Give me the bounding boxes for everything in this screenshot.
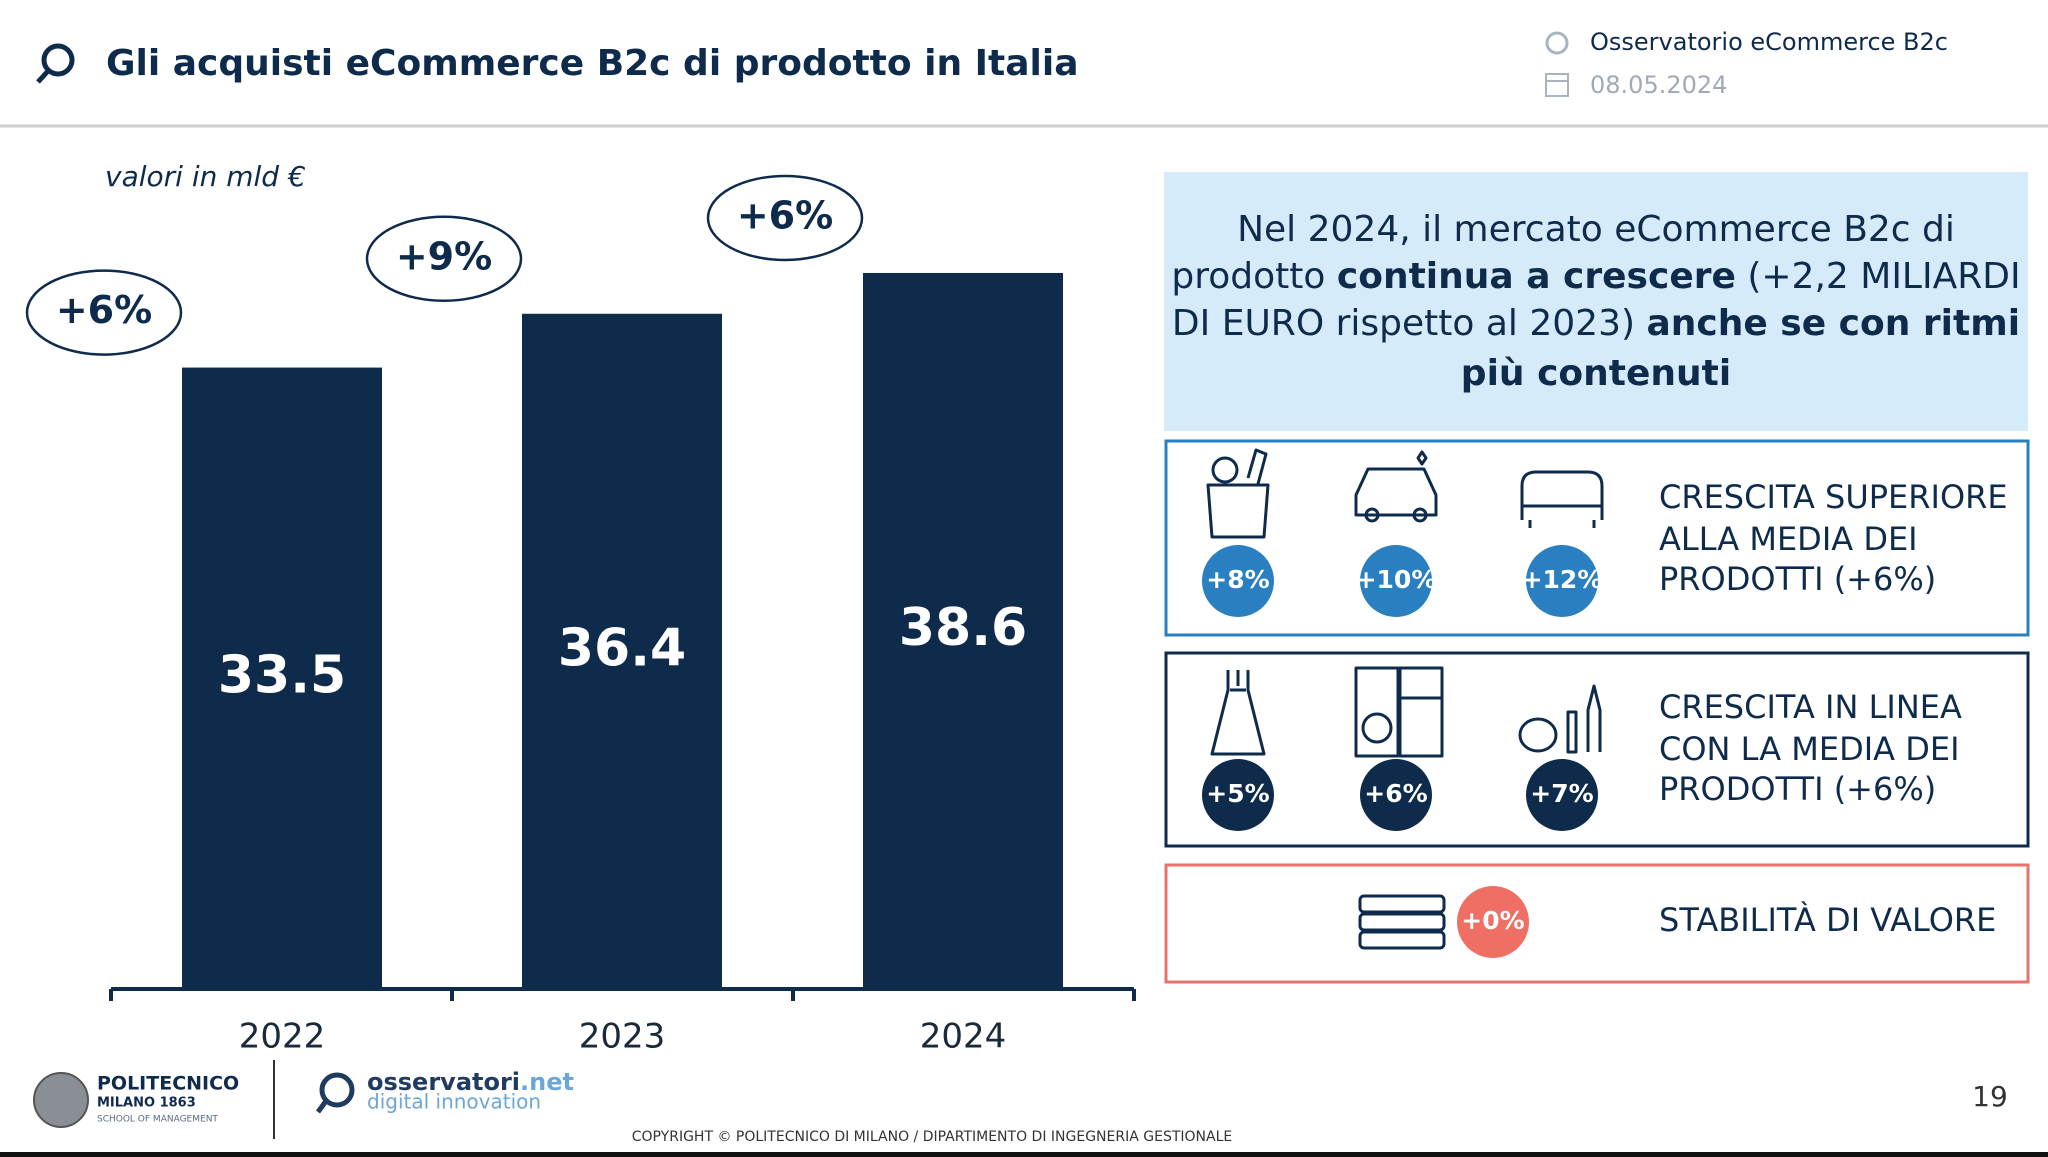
badge-label: +7% <box>1530 779 1593 808</box>
page-number: 19 <box>1972 1080 2008 1113</box>
callout-segment: DI EURO rispetto al 2023) <box>1172 303 1647 344</box>
title: Gli acquisti eCommerce B2c di prodotto i… <box>106 43 1079 84</box>
brand-icon <box>315 1072 355 1114</box>
group-label: PRODOTTI (+6%) <box>1659 560 1936 598</box>
callout-segment: (+2,2 MILIARDI <box>1736 256 2021 297</box>
x-tick-label: 2024 <box>920 1017 1007 1057</box>
x-tick-label: 2022 <box>239 1017 326 1057</box>
value-label: 38.6 <box>899 598 1027 658</box>
badge-label: +8% <box>1206 565 1269 594</box>
source: Osservatorio eCommerce B2c <box>1590 28 1948 56</box>
group-label: ALLA MEDIA DEI <box>1659 520 1918 558</box>
group-box <box>1164 439 2030 637</box>
badge <box>1360 545 1432 617</box>
bar <box>182 367 382 989</box>
callout-box <box>1164 172 2028 431</box>
copyright: COPYRIGHT © POLITECNICO DI MILANO / DIPA… <box>632 1129 1232 1145</box>
dress-icon <box>1210 670 1266 756</box>
badge-label: +12% <box>1522 565 1603 594</box>
bar <box>522 313 722 989</box>
source-icon <box>1545 31 1569 55</box>
car-icon <box>1354 450 1438 523</box>
group-label: PRODOTTI (+6%) <box>1659 770 1936 808</box>
callout-text: Nel 2024, il mercato eCommerce B2c di pro… <box>1171 209 2020 394</box>
appliances-icon <box>1354 666 1444 758</box>
callout-segment: continua a crescere <box>1337 256 1736 297</box>
university-seal <box>33 1072 89 1128</box>
badge-label: +10% <box>1356 565 1437 594</box>
badge-label: +0% <box>1461 906 1524 935</box>
badge-label: +6% <box>1364 779 1427 808</box>
books-icon <box>1358 894 1446 950</box>
value-label: 36.4 <box>558 618 686 678</box>
callout-segment: più contenuti <box>1461 353 1731 394</box>
group-label: STABILITÀ DI VALORE <box>1659 901 1996 939</box>
badge-label: +5% <box>1206 779 1269 808</box>
growth-bubble <box>706 174 864 262</box>
brand-suffix: .net <box>520 1068 574 1096</box>
chart-subtitle: valori in mld € <box>105 160 306 193</box>
callout-segment: prodotto <box>1171 256 1336 297</box>
badge <box>1457 886 1529 958</box>
brand-tagline: digital innovation <box>367 1090 541 1114</box>
search-icon <box>36 43 75 84</box>
growth-label: +9% <box>396 234 492 278</box>
school-name: POLITECNICO <box>97 1073 239 1095</box>
value-label: 33.5 <box>218 645 346 705</box>
x-tick-label: 2023 <box>579 1017 666 1057</box>
growth-label: +6% <box>737 193 833 237</box>
brand-main: osservatori <box>367 1068 520 1096</box>
growth-label: +6% <box>56 288 152 332</box>
brand: osservatori.net <box>367 1068 574 1096</box>
grocery-icon <box>1206 448 1270 539</box>
group-box <box>1164 863 2030 984</box>
callout-segment: anche se con ritmi <box>1646 303 2020 344</box>
school-dept: SCHOOL OF MANAGEMENT <box>97 1115 218 1125</box>
callout-segment: Nel 2024, il mercato eCommerce B2c di <box>1237 209 1955 250</box>
group-label: CRESCITA SUPERIORE <box>1659 478 2008 516</box>
group-label: CRESCITA IN LINEA <box>1659 688 1962 726</box>
group-label: CON LA MEDIA DEI <box>1659 730 1960 768</box>
group-box <box>1164 651 2030 848</box>
growth-bubble <box>25 269 183 356</box>
sofa-icon <box>1520 470 1604 528</box>
school-city: MILANO 1863 <box>97 1096 196 1111</box>
makeup-icon <box>1518 684 1602 754</box>
badge <box>1526 545 1598 617</box>
growth-bubble <box>365 215 523 303</box>
bar <box>863 272 1063 990</box>
badge <box>1202 545 1274 617</box>
badge <box>1202 759 1274 831</box>
bottom-strip <box>0 1152 2048 1157</box>
badge <box>1526 759 1598 831</box>
calendar-icon <box>1545 73 1569 97</box>
badge <box>1360 759 1432 831</box>
date: 08.05.2024 <box>1590 71 1727 99</box>
